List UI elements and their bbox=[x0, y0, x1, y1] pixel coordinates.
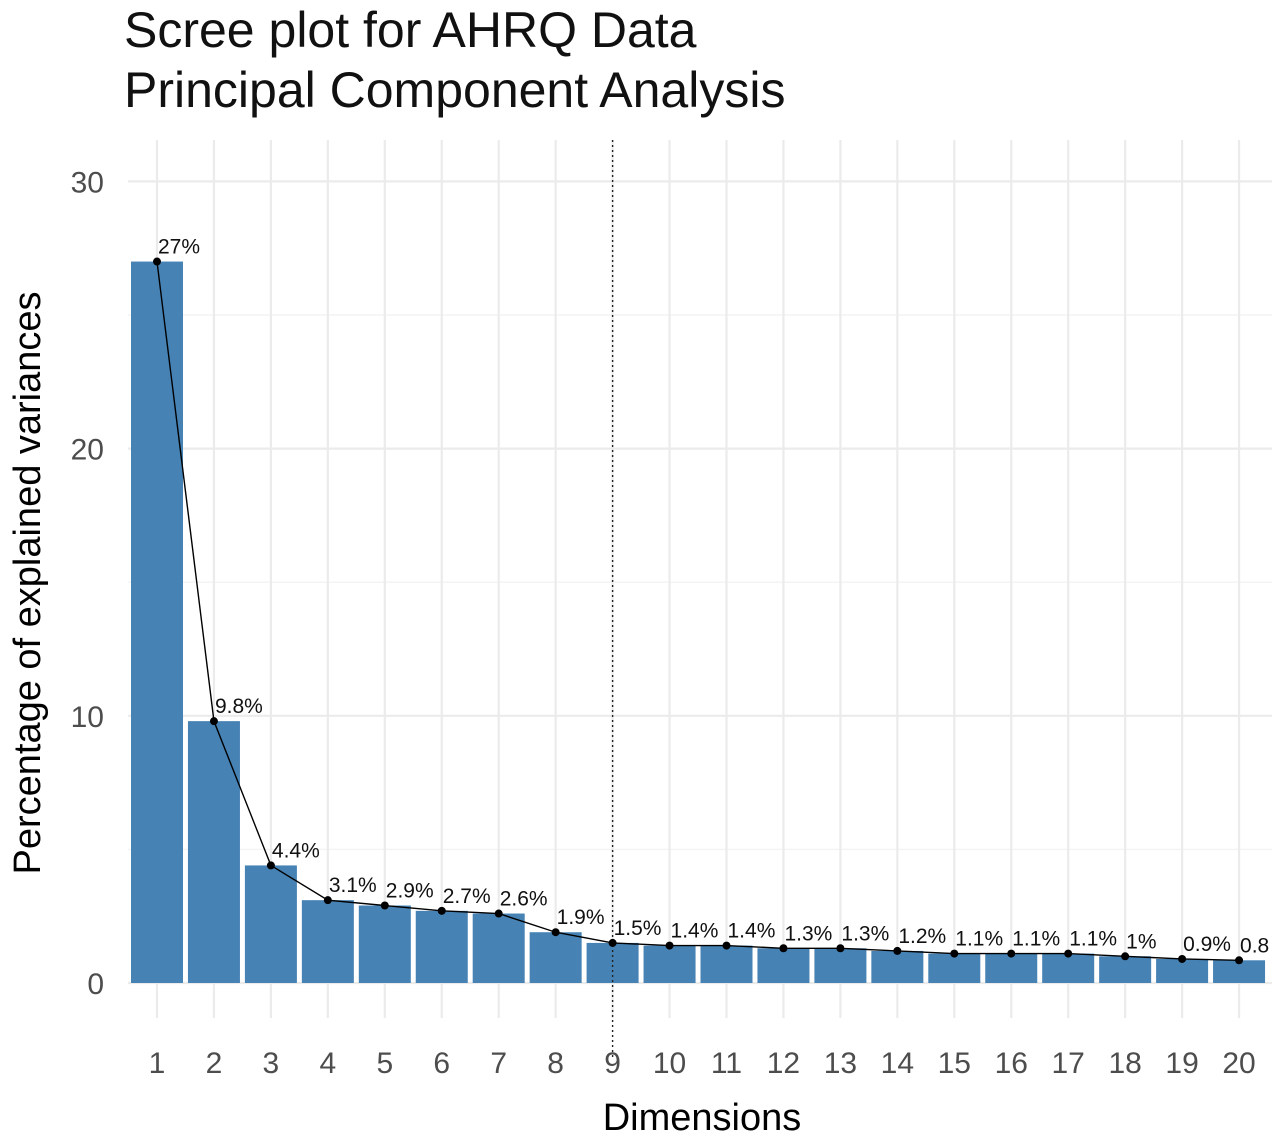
point-dim-15 bbox=[950, 949, 959, 958]
x-tick-label: 9 bbox=[604, 1047, 621, 1080]
bar-labels: 27% 9.8% 4.4% 3.1% 2.9% 2.7% 2.6% 1.9% 1.5% 1.4% 1… bbox=[158, 236, 1269, 958]
bar-label-dim-14: 1.2% bbox=[898, 925, 946, 948]
point-dim-20 bbox=[1235, 956, 1244, 965]
point-dim-3 bbox=[266, 861, 275, 870]
x-tick-label: 17 bbox=[1052, 1047, 1085, 1080]
point-dim-1 bbox=[153, 257, 161, 266]
bar-dim-10 bbox=[643, 945, 696, 983]
bar-dim-14 bbox=[871, 950, 924, 983]
x-tick-label: 13 bbox=[824, 1047, 857, 1080]
point-dim-6 bbox=[437, 906, 446, 915]
point-dim-2 bbox=[209, 717, 218, 726]
point-dim-14 bbox=[893, 946, 902, 955]
variance-line bbox=[153, 257, 1244, 965]
point-dim-19 bbox=[1178, 954, 1187, 963]
bar-label-dim-3: 4.4% bbox=[272, 839, 320, 862]
x-tick-label: 20 bbox=[1222, 1047, 1255, 1080]
x-tick-label: 7 bbox=[490, 1047, 507, 1080]
x-tick-label: 2 bbox=[206, 1047, 223, 1080]
y-tick-label: 30 bbox=[71, 166, 104, 199]
bar-dim-18 bbox=[1099, 956, 1152, 983]
bar-label-dim-12: 1.3% bbox=[784, 922, 832, 945]
bar-dim-8 bbox=[529, 932, 582, 983]
bar-dim-4 bbox=[301, 900, 354, 983]
bar-dim-7 bbox=[472, 913, 525, 983]
bar-label-dim-8: 1.9% bbox=[557, 906, 605, 929]
y-axis-ticks: 0 10 20 30 bbox=[71, 166, 104, 1001]
bar-label-dim-10: 1.4% bbox=[671, 920, 719, 943]
bar-label-dim-17: 1.1% bbox=[1069, 928, 1117, 951]
bar-label-dim-1: 27% bbox=[158, 236, 200, 259]
x-axis-title: Dimensions bbox=[603, 1097, 802, 1137]
bar-label-dim-9: 1.5% bbox=[614, 917, 662, 940]
point-dim-5 bbox=[380, 901, 389, 910]
bar-label-dim-2: 9.8% bbox=[215, 695, 263, 718]
point-dim-12 bbox=[779, 944, 788, 953]
chart-title: Scree plot for AHRQ Data bbox=[124, 2, 697, 58]
bar-label-dim-15: 1.1% bbox=[955, 928, 1003, 951]
bar-label-dim-13: 1.3% bbox=[841, 922, 889, 945]
x-tick-label: 10 bbox=[653, 1047, 686, 1080]
bar-dim-15 bbox=[928, 953, 981, 983]
bar-label-dim-4: 3.1% bbox=[329, 874, 377, 897]
point-dim-8 bbox=[551, 928, 560, 937]
chart-title-block: Scree plot for AHRQ Data Principal Compo… bbox=[124, 0, 785, 120]
x-tick-label: 8 bbox=[547, 1047, 564, 1080]
bar-dim-11 bbox=[700, 945, 753, 983]
bar-label-dim-7: 2.6% bbox=[500, 888, 548, 911]
x-tick-label: 1 bbox=[149, 1047, 166, 1080]
bar-label-dim-19: 0.9% bbox=[1183, 933, 1231, 956]
x-tick-label: 19 bbox=[1165, 1047, 1198, 1080]
bar-dim-16 bbox=[985, 953, 1038, 983]
bar-dim-1 bbox=[131, 261, 183, 983]
bar-dim-2 bbox=[187, 721, 240, 983]
bar-dim-6 bbox=[415, 910, 468, 983]
x-tick-label: 6 bbox=[433, 1047, 450, 1080]
variance-polyline bbox=[156, 261, 1240, 961]
point-dim-10 bbox=[665, 941, 674, 950]
x-axis-ticks: 1 2 3 4 5 6 7 8 9 10 11 12 13 14 15 16 17 18 19 20 bbox=[149, 1047, 1256, 1080]
bar-dim-12 bbox=[757, 948, 810, 983]
chart-subtitle: Principal Component Analysis bbox=[124, 62, 786, 118]
point-dim-18 bbox=[1121, 952, 1130, 961]
bar-label-dim-5: 2.9% bbox=[386, 880, 434, 903]
x-tick-label: 5 bbox=[376, 1047, 393, 1080]
x-tick-label: 12 bbox=[767, 1047, 800, 1080]
grid bbox=[128, 140, 1272, 1018]
bar-label-dim-16: 1.1% bbox=[1012, 928, 1060, 951]
x-tick-label: 15 bbox=[938, 1047, 971, 1080]
x-tick-label: 11 bbox=[711, 1047, 742, 1080]
point-dim-17 bbox=[1064, 949, 1073, 958]
point-dim-9 bbox=[608, 938, 617, 947]
point-dim-16 bbox=[1007, 949, 1016, 958]
point-dim-4 bbox=[323, 896, 332, 905]
x-tick-label: 14 bbox=[881, 1047, 914, 1080]
bars bbox=[131, 261, 1266, 983]
x-tick-label: 4 bbox=[320, 1047, 337, 1080]
x-tick-label: 16 bbox=[995, 1047, 1028, 1080]
y-tick-label: 20 bbox=[71, 434, 104, 467]
bar-dim-17 bbox=[1042, 953, 1095, 983]
x-tick-label: 18 bbox=[1108, 1047, 1141, 1080]
bar-label-dim-18: 1% bbox=[1126, 930, 1156, 953]
point-dim-11 bbox=[722, 941, 731, 950]
bar-dim-20 bbox=[1213, 960, 1266, 983]
x-tick-label: 3 bbox=[263, 1047, 280, 1080]
point-dim-7 bbox=[494, 909, 503, 918]
y-tick-label: 10 bbox=[71, 701, 104, 734]
bar-dim-3 bbox=[244, 865, 297, 983]
bar-dim-5 bbox=[358, 905, 411, 983]
bar-label-dim-6: 2.7% bbox=[443, 885, 491, 908]
bar-label-dim-11: 1.4% bbox=[728, 920, 776, 943]
y-axis-title: Percentage of explained variances bbox=[7, 291, 49, 874]
bar-label-dim-20: 0.8 bbox=[1240, 934, 1269, 957]
y-tick-label: 0 bbox=[87, 968, 104, 1001]
bar-dim-13 bbox=[814, 948, 867, 983]
point-dim-13 bbox=[836, 944, 845, 953]
bar-dim-19 bbox=[1156, 958, 1209, 983]
